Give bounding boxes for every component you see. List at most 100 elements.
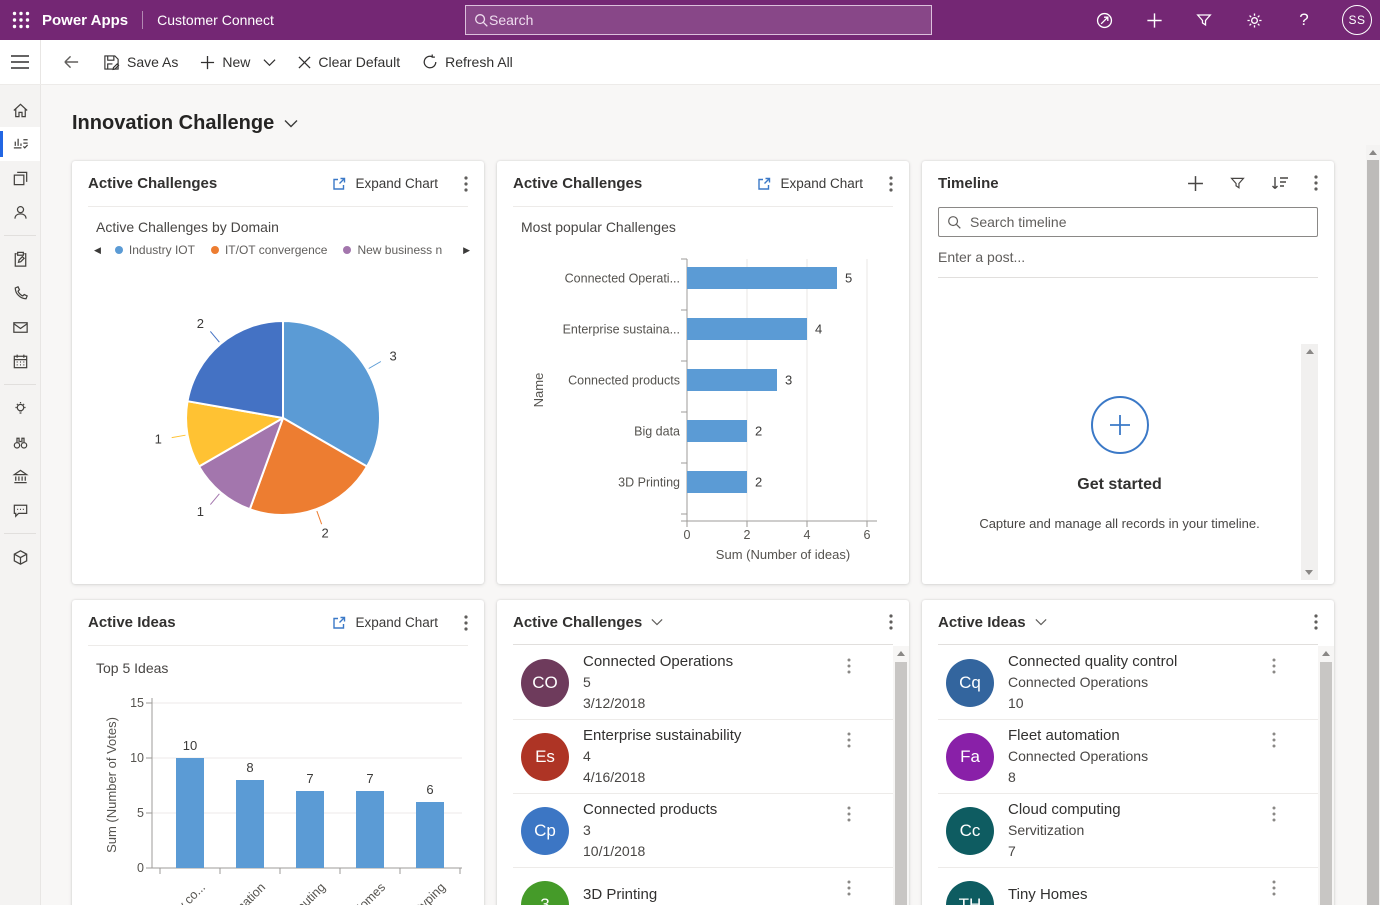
legend-scroll-left-icon[interactable]: ◀ — [94, 244, 101, 255]
row-kebab-menu-icon[interactable] — [847, 806, 851, 822]
legend-scroll-right-icon[interactable]: ▶ — [463, 244, 470, 255]
list-item[interactable]: CO Connected Operations 5 3/12/2018 — [513, 646, 893, 720]
scroll-up-arrow[interactable] — [897, 651, 905, 656]
app-launcher-waffle-icon[interactable] — [0, 0, 42, 40]
pie-slice[interactable] — [282, 320, 381, 468]
legend-item[interactable]: New business n — [343, 243, 442, 257]
bar[interactable] — [687, 267, 837, 289]
nav-phone-icon[interactable] — [0, 276, 40, 310]
scrollbar-thumb[interactable] — [1320, 662, 1332, 905]
record-avatar: Cc — [946, 806, 994, 855]
get-started-plus-button[interactable] — [1090, 396, 1149, 454]
list-item[interactable]: Cq Connected quality control Connected Ope… — [938, 646, 1318, 720]
nav-feedback-icon[interactable] — [0, 493, 40, 527]
pie-slice[interactable] — [186, 320, 284, 419]
bar[interactable] — [296, 791, 324, 868]
help-icon[interactable]: ? — [1299, 10, 1309, 29]
dashboard-selector[interactable]: Innovation Challenge — [72, 103, 1380, 143]
legend-label: IT/OT convergence — [224, 243, 328, 257]
back-button[interactable] — [51, 40, 92, 84]
global-search-input[interactable] — [489, 12, 923, 28]
list-item[interactable]: Es Enterprise sustainability 4 4/16/2018 — [513, 720, 893, 794]
card-kebab-menu-icon[interactable] — [464, 175, 468, 192]
nav-calendar-icon[interactable] — [0, 344, 40, 378]
legend-item[interactable]: Industry IOT — [114, 243, 195, 257]
bar[interactable] — [236, 780, 264, 868]
row-kebab-menu-icon[interactable] — [847, 658, 851, 674]
nav-recent-icon[interactable] — [0, 161, 40, 195]
nav-dashboards-icon[interactable] — [0, 127, 40, 161]
timeline-scrollbar[interactable] — [1301, 344, 1318, 580]
scrollbar-thumb[interactable] — [1367, 160, 1379, 905]
row-kebab-menu-icon[interactable] — [1272, 880, 1276, 896]
bar[interactable] — [687, 369, 777, 391]
list-title-dropdown[interactable]: Active Challenges — [513, 614, 663, 631]
row-kebab-menu-icon[interactable] — [847, 880, 851, 896]
nav-search-records-icon[interactable] — [0, 425, 40, 459]
nav-home-icon[interactable] — [0, 93, 40, 127]
bar[interactable] — [356, 791, 384, 868]
nav-tasks-icon[interactable] — [0, 242, 40, 276]
row-kebab-menu-icon[interactable] — [847, 732, 851, 748]
scroll-up-arrow[interactable] — [1322, 651, 1330, 656]
nav-company-icon[interactable] — [0, 459, 40, 493]
add-icon[interactable] — [1142, 8, 1166, 32]
list-item[interactable]: Cc Cloud computing Servitization 7 — [938, 794, 1318, 868]
pie-slice[interactable] — [248, 417, 368, 517]
hamburger-menu-icon[interactable] — [8, 50, 32, 74]
refresh-all-button[interactable]: Refresh All — [411, 40, 524, 84]
app-name[interactable]: Power Apps — [42, 11, 129, 29]
nav-idea-lamp-icon[interactable] — [0, 391, 40, 425]
timeline-post-box[interactable] — [938, 249, 1318, 278]
scrollbar-thumb[interactable] — [895, 662, 907, 905]
environment-name[interactable]: Customer Connect — [157, 12, 274, 28]
timeline-search-box[interactable] — [938, 207, 1318, 237]
bar[interactable] — [687, 420, 747, 442]
nav-product-cube-icon[interactable] — [0, 540, 40, 574]
global-search-box[interactable] — [465, 5, 932, 35]
timeline-filter-icon[interactable] — [1229, 175, 1246, 192]
scroll-down-arrow[interactable] — [1305, 570, 1313, 575]
timeline-search-input[interactable] — [970, 214, 1309, 230]
new-button[interactable]: New — [189, 40, 287, 84]
bar[interactable] — [687, 318, 807, 340]
timeline-kebab-menu-icon[interactable] — [1314, 175, 1318, 191]
timeline-sort-icon[interactable] — [1271, 175, 1289, 191]
card-kebab-menu-icon[interactable] — [889, 614, 893, 630]
bar[interactable] — [416, 802, 444, 868]
pie-slice[interactable] — [198, 417, 284, 511]
pie-slice[interactable] — [185, 400, 284, 468]
clear-default-button[interactable]: Clear Default — [287, 40, 411, 84]
bar[interactable] — [176, 758, 204, 868]
card-kebab-menu-icon[interactable] — [464, 614, 468, 631]
filter-icon[interactable] — [1192, 8, 1216, 32]
row-kebab-menu-icon[interactable] — [1272, 806, 1276, 822]
card-kebab-menu-icon[interactable] — [1314, 614, 1318, 630]
expand-chart-button[interactable]: Expand Chart — [756, 176, 863, 192]
settings-gear-icon[interactable] — [1242, 8, 1266, 32]
quick-launch-icon[interactable] — [1092, 8, 1116, 32]
page-scrollbar[interactable] — [1366, 145, 1380, 905]
list-title-dropdown[interactable]: Active Ideas — [938, 614, 1047, 631]
timeline-post-input[interactable] — [938, 249, 1318, 265]
list-scrollbar[interactable] — [893, 646, 909, 905]
save-as-button[interactable]: Save As — [92, 40, 189, 84]
row-kebab-menu-icon[interactable] — [1272, 658, 1276, 674]
list-scrollbar[interactable] — [1318, 646, 1334, 905]
row-kebab-menu-icon[interactable] — [1272, 732, 1276, 748]
timeline-add-icon[interactable] — [1187, 175, 1204, 192]
nav-email-icon[interactable] — [0, 310, 40, 344]
legend-item[interactable]: IT/OT convergence — [210, 243, 328, 257]
expand-chart-button[interactable]: Expand Chart — [331, 176, 438, 192]
bar[interactable] — [687, 471, 747, 493]
list-item[interactable]: Cp Connected products 3 10/1/2018 — [513, 794, 893, 868]
expand-chart-button[interactable]: Expand Chart — [331, 615, 438, 631]
scroll-up-arrow[interactable] — [1369, 150, 1377, 155]
scroll-up-arrow[interactable] — [1305, 349, 1314, 354]
card-kebab-menu-icon[interactable] — [889, 175, 893, 192]
list-item[interactable]: Fa Fleet automation Connected Operations 8 — [938, 720, 1318, 794]
nav-contacts-icon[interactable] — [0, 195, 40, 229]
user-avatar[interactable]: SS — [1342, 5, 1372, 35]
